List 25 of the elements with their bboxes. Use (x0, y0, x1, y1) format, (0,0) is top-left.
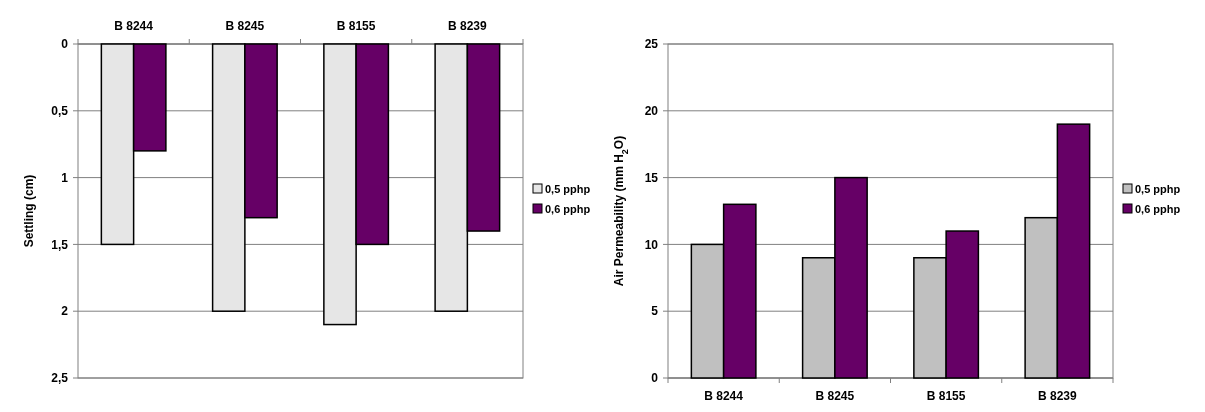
legend-label: 0,6 pphp (545, 202, 591, 215)
y-tick-label: 0 (61, 37, 69, 52)
y-tick-label: 20 (644, 104, 659, 118)
y-tick-label: 2,5 (51, 371, 69, 386)
y-tick-label: 1 (61, 170, 69, 185)
y-tick-label: 1,5 (51, 237, 69, 252)
x-tick-label: B 8244 (114, 19, 154, 33)
legend-label: 0,5 pphp (1135, 182, 1181, 195)
x-tick-label: B 8245 (225, 19, 265, 33)
y-tick-label: 2 (61, 304, 69, 319)
x-tick-label: B 8244 (704, 389, 744, 404)
y-tick-label: 10 (644, 237, 659, 252)
x-tick-label: B 8239 (448, 19, 488, 33)
y-tick-label: 25 (644, 37, 659, 52)
y-axis-title: Settling (cm) (22, 174, 36, 248)
x-tick-label: B 8155 (926, 389, 966, 404)
y-tick-label: 15 (644, 170, 659, 185)
x-tick-label: B 8245 (815, 389, 855, 404)
y-tick-label: 0 (651, 371, 659, 386)
x-tick-label: B 8239 (1038, 389, 1078, 404)
legend-label: 0,6 pphp (1135, 202, 1181, 215)
y-tick-label: 5 (651, 304, 659, 319)
x-tick-label: B 8155 (336, 19, 376, 33)
legend-label: 0,5 pphp (545, 182, 591, 195)
y-tick-label: 0,5 (51, 104, 69, 118)
